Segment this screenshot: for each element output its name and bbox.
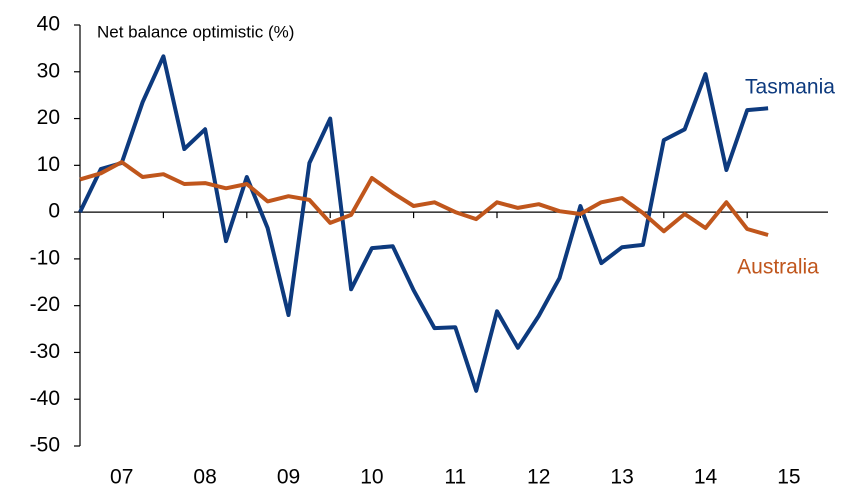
- y-tick-label: -50: [30, 434, 60, 457]
- x-tick-label: 15: [777, 466, 800, 489]
- y-tick-label: 0: [48, 200, 60, 223]
- series-line: [78, 54, 769, 393]
- series-label: Australia: [737, 256, 819, 279]
- x-tick-label: 11: [444, 466, 466, 489]
- x-tick-label: 12: [527, 466, 550, 489]
- y-tick-label: -20: [30, 293, 60, 316]
- series-line: [79, 160, 769, 237]
- series-label: Tasmania: [745, 76, 835, 99]
- y-tick-label: 40: [37, 13, 60, 36]
- x-tick-label: 07: [110, 466, 133, 489]
- x-tick-label: 08: [193, 466, 216, 489]
- x-tick-label: 13: [610, 466, 633, 489]
- x-tick-label: 14: [694, 466, 718, 489]
- y-tick-label: 30: [37, 59, 60, 82]
- y-tick-label: 20: [37, 106, 60, 129]
- y-tick-label: -40: [30, 387, 60, 410]
- chart-title: Net balance optimistic (%): [97, 22, 294, 41]
- x-tick-label: 09: [277, 466, 300, 489]
- y-tick-label: -30: [30, 340, 60, 363]
- x-tick-label: 10: [360, 466, 383, 489]
- y-tick-label: -10: [30, 246, 60, 269]
- y-tick-label: 10: [37, 153, 60, 176]
